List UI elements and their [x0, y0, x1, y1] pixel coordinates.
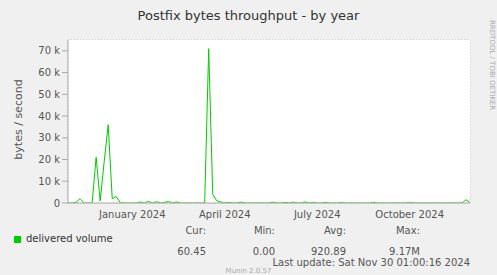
html-text:60.45: 60.45 [177, 246, 206, 257]
html-text:0.00: 0.00 [252, 246, 275, 257]
svg-text:0: 0 [54, 198, 60, 209]
svg-text:July 2024: July 2024 [293, 209, 341, 220]
svg-text:April 2024: April 2024 [199, 209, 250, 220]
html-text:RRDTOOL / TOBI OETIKER: RRDTOOL / TOBI OETIKER [488, 20, 496, 111]
svg-text:20 k: 20 k [38, 154, 60, 165]
html-text:Last update: Sat Nov 30 01:00:: Last update: Sat Nov 30 01:00:16 2024 [272, 257, 470, 268]
svg-text:40 k: 40 k [38, 111, 60, 122]
svg-text:70 k: 70 k [38, 45, 60, 56]
svg-text:October 2024: October 2024 [375, 209, 444, 220]
html-text:bytes / second: bytes / second [11, 79, 25, 160]
html-text:Min:: Min: [253, 225, 275, 236]
html-text:9.17M: 9.17M [389, 246, 420, 257]
svg-text:30 k: 30 k [38, 132, 60, 143]
html-text:920.89: 920.89 [311, 246, 346, 257]
html-text:delivered volume: delivered volume [26, 233, 113, 244]
html-text:Avg:: Avg: [324, 225, 346, 236]
svg-text:60 k: 60 k [38, 67, 60, 78]
svg-text:January 2024: January 2024 [98, 209, 166, 220]
html-text:Max:: Max: [396, 225, 420, 236]
svg-text:50 k: 50 k [38, 89, 60, 100]
html-text:Cur:: Cur: [185, 225, 206, 236]
html-text:Postfix bytes throughput - by: Postfix bytes throughput - by year [137, 8, 360, 23]
svg-text:10 k: 10 k [38, 176, 60, 187]
html-text:Munin 2.0.57: Munin 2.0.57 [225, 267, 272, 275]
